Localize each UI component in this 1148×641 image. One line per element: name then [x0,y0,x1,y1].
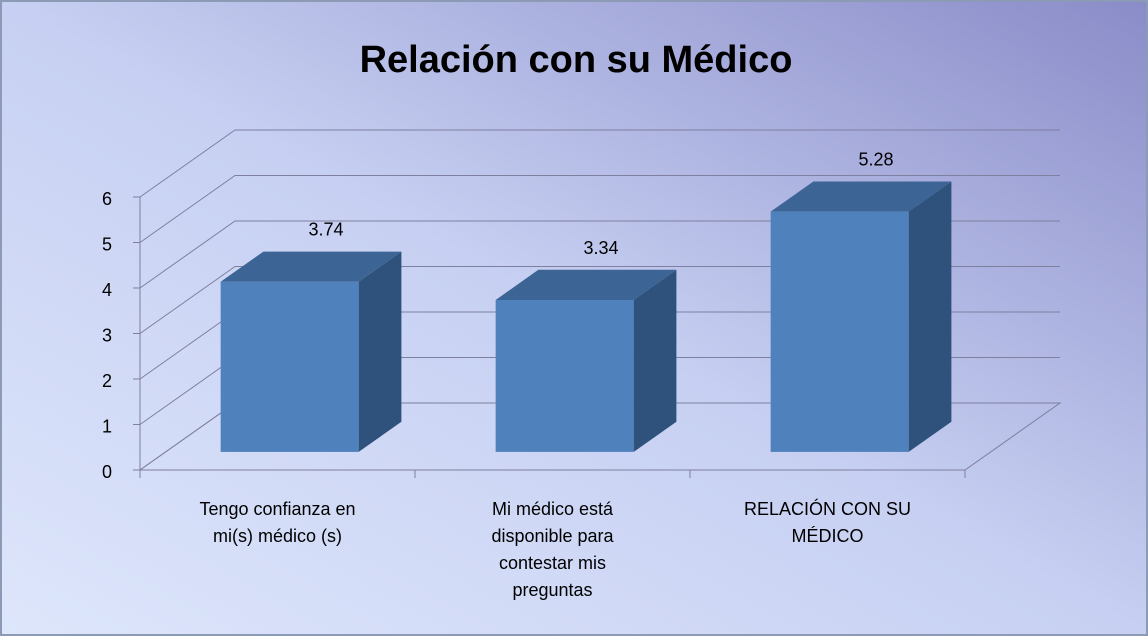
y-tick-label: 1 [102,417,112,437]
bar-front [495,299,634,452]
data-label: 5.28 [859,150,894,170]
y-tick-label: 4 [102,280,112,300]
bar-side [633,269,677,452]
chart-title: Relación con su Médico [360,39,793,81]
bar-front [220,281,359,452]
bar-top [220,251,402,282]
data-label: 3.74 [309,220,344,240]
x-tick-label: RELACIÓN CON SU MÉDICO [744,498,911,546]
grid-line [139,129,1060,198]
bar-top [770,181,952,212]
bar [220,251,402,452]
bar-top [495,269,677,300]
grid-line [139,175,1060,243]
y-tick-label: 3 [102,326,112,346]
bar [770,181,952,452]
y-tick-label: 2 [102,371,112,391]
x-tick-label: Tengo confianza en mi(s) médico (s) [199,499,355,546]
y-tick-label: 0 [102,462,112,482]
bar [495,269,677,452]
y-tick-label: 6 [102,189,112,209]
x-tick-label: Mi médico está disponible para contestar m… [491,499,614,600]
bar-side [358,251,402,452]
bar-side [908,181,952,452]
data-label: 3.34 [584,238,619,258]
bar-front [770,211,909,452]
y-tick-label: 5 [102,235,112,255]
